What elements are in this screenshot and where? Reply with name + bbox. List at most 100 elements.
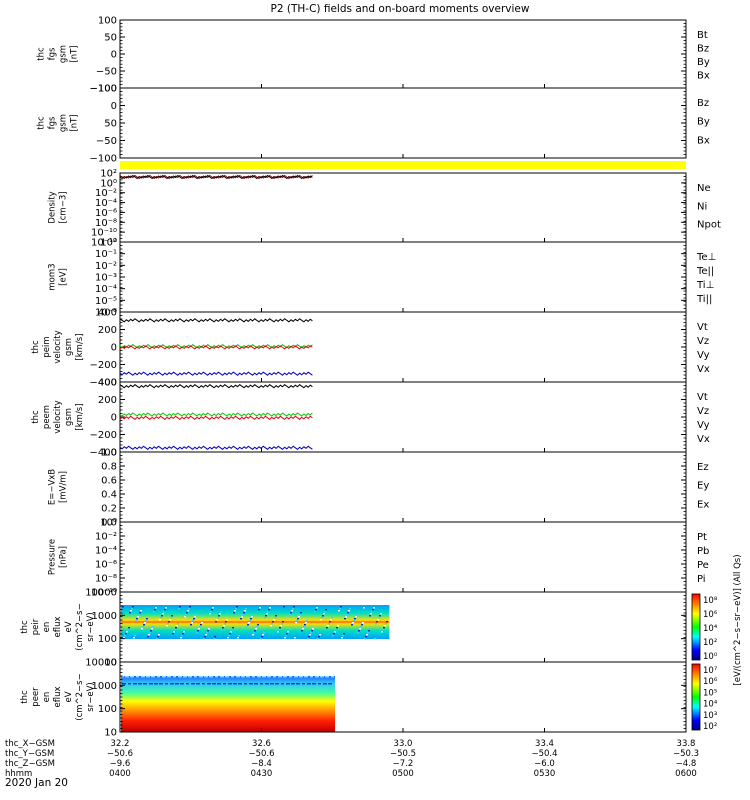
- heatmap-speckle: [274, 617, 276, 619]
- x-axis-row-label: thc_X−GSM: [5, 739, 55, 749]
- x-axis-value: −50.4: [531, 749, 557, 759]
- panel-8: 10⁰ 10⁻² 10⁻⁴ 10⁻⁶ 10⁻⁸ 10⁻¹⁰ Pressure [nPa] Pt P…: [48, 518, 710, 599]
- heatmap-speckle: [170, 683, 172, 685]
- heatmap-speckle: [139, 612, 141, 614]
- heatmap-speckle: [318, 683, 320, 685]
- legend-entry: Pb: [697, 546, 709, 557]
- heatmap-speckle: [131, 608, 133, 610]
- heatmap-speckle: [293, 606, 295, 608]
- y-tick-label: −400: [90, 448, 117, 459]
- heatmap-speckle: [270, 625, 272, 627]
- legend-entry: Vz: [697, 336, 709, 347]
- heatmap-speckle: [310, 632, 312, 634]
- x-axis-value: −8.4: [251, 759, 272, 769]
- y-axis-label: gsm: [64, 338, 74, 356]
- x-axis-value: 0600: [675, 769, 697, 779]
- x-axis-value: 0530: [534, 769, 556, 779]
- heatmap-speckle: [261, 636, 263, 638]
- heatmap-speckle: [273, 676, 275, 678]
- y-axis-label: thc: [37, 116, 47, 130]
- heatmap-speckle: [360, 626, 362, 628]
- heatmap-speckle: [252, 634, 254, 636]
- heatmap-speckle: [230, 631, 232, 633]
- heatmap-speckle: [343, 633, 345, 635]
- heatmap-speckle: [198, 628, 200, 630]
- heatmap-speckle: [312, 628, 314, 630]
- heatmap-speckle: [290, 612, 292, 614]
- heatmap-speckle: [122, 683, 124, 685]
- heatmap-speckle: [162, 613, 164, 615]
- heatmap-speckle: [207, 683, 209, 685]
- heatmap-speckle: [144, 622, 146, 624]
- heatmap-speckle: [164, 609, 166, 611]
- colorbar: [691, 593, 701, 661]
- heatmap-speckle: [235, 608, 237, 610]
- heatmap-speckle: [194, 676, 196, 678]
- heatmap-speckle: [241, 616, 243, 618]
- heatmap-speckle: [229, 633, 231, 635]
- heatmap-speckle: [231, 676, 233, 678]
- x-axis-value: 33.4: [535, 739, 554, 749]
- heatmap-speckle: [370, 613, 372, 615]
- heatmap-speckle: [247, 624, 249, 626]
- x-axis-value: 33.0: [394, 739, 413, 749]
- series-line-Vx: [119, 445, 313, 450]
- heatmap-speckle: [359, 628, 361, 630]
- heatmap-speckle: [202, 683, 204, 685]
- y-axis-label: eV: [64, 691, 74, 702]
- heatmap-speckle: [196, 632, 198, 634]
- heatmap-speckle: [335, 629, 337, 631]
- heatmap-speckle: [146, 618, 148, 620]
- y-tick-label: 0.0: [101, 518, 117, 529]
- heatmap-speckle: [145, 620, 147, 622]
- y-tick-label: 10⁻¹⁰: [91, 228, 117, 239]
- panel-5: 400 200 0 −200 −400 thc peim velocity gsm [km/s] V…: [31, 308, 710, 389]
- y-axis-label: sr−eV): [86, 682, 96, 711]
- panel-10: 10000 1000 100 10 thc peer en eflux eV (cm^2−s− sr…: [20, 658, 718, 739]
- heatmap-speckle: [128, 683, 130, 685]
- heatmap-speckle: [351, 624, 353, 626]
- heatmap-speckle: [208, 628, 210, 630]
- legend-entry: Vx: [697, 364, 710, 375]
- heatmap-speckle: [320, 619, 322, 621]
- heatmap-speckle: [204, 636, 206, 638]
- heatmap-speckle: [128, 627, 130, 629]
- legend-entry: Ey: [697, 481, 709, 492]
- y-tick-label: −100: [90, 84, 117, 95]
- colorbar-label: 10⁷: [703, 666, 718, 676]
- heatmap-speckle: [241, 676, 243, 678]
- heatmap-speckle: [191, 622, 193, 624]
- heatmap-speckle: [143, 683, 145, 685]
- heatmap-speckle: [181, 635, 183, 637]
- heatmap-speckle: [185, 614, 187, 616]
- heatmap-speckle: [186, 612, 188, 614]
- heatmap-speckle: [380, 613, 382, 615]
- x-axis-value: −50.5: [390, 749, 416, 759]
- y-axis-label: E=−VxB: [48, 469, 58, 505]
- heatmap-speckle: [337, 625, 339, 627]
- legend-entry: Ti||: [696, 294, 712, 305]
- heatmap-speckle: [177, 623, 179, 625]
- heatmap-speckle: [361, 624, 363, 626]
- colorbar-label: 10⁶: [703, 610, 718, 620]
- heatmap-speckle: [323, 683, 325, 685]
- heatmap-speckle: [251, 616, 253, 618]
- heatmap-speckle: [195, 614, 197, 616]
- heatmap-speckle: [265, 615, 267, 617]
- heatmap-speckle: [252, 676, 254, 678]
- heatmap-speckle: [291, 610, 293, 612]
- panel-frame: [119, 19, 687, 89]
- heatmap-speckle: [238, 635, 240, 637]
- heatmap-speckle: [332, 635, 334, 637]
- heatmap-speckle: [231, 629, 233, 631]
- heatmap-speckle: [130, 676, 132, 678]
- y-axis-label: [eV]: [59, 268, 69, 286]
- heatmap-speckle: [270, 683, 272, 685]
- heatmap-speckle: [298, 616, 300, 618]
- y-axis-label: velocity: [53, 330, 63, 363]
- y-tick-label: 50: [104, 33, 117, 44]
- heatmap-speckle: [133, 637, 135, 639]
- x-axis-value: −6.0: [534, 759, 555, 769]
- heatmap-speckle: [329, 621, 331, 623]
